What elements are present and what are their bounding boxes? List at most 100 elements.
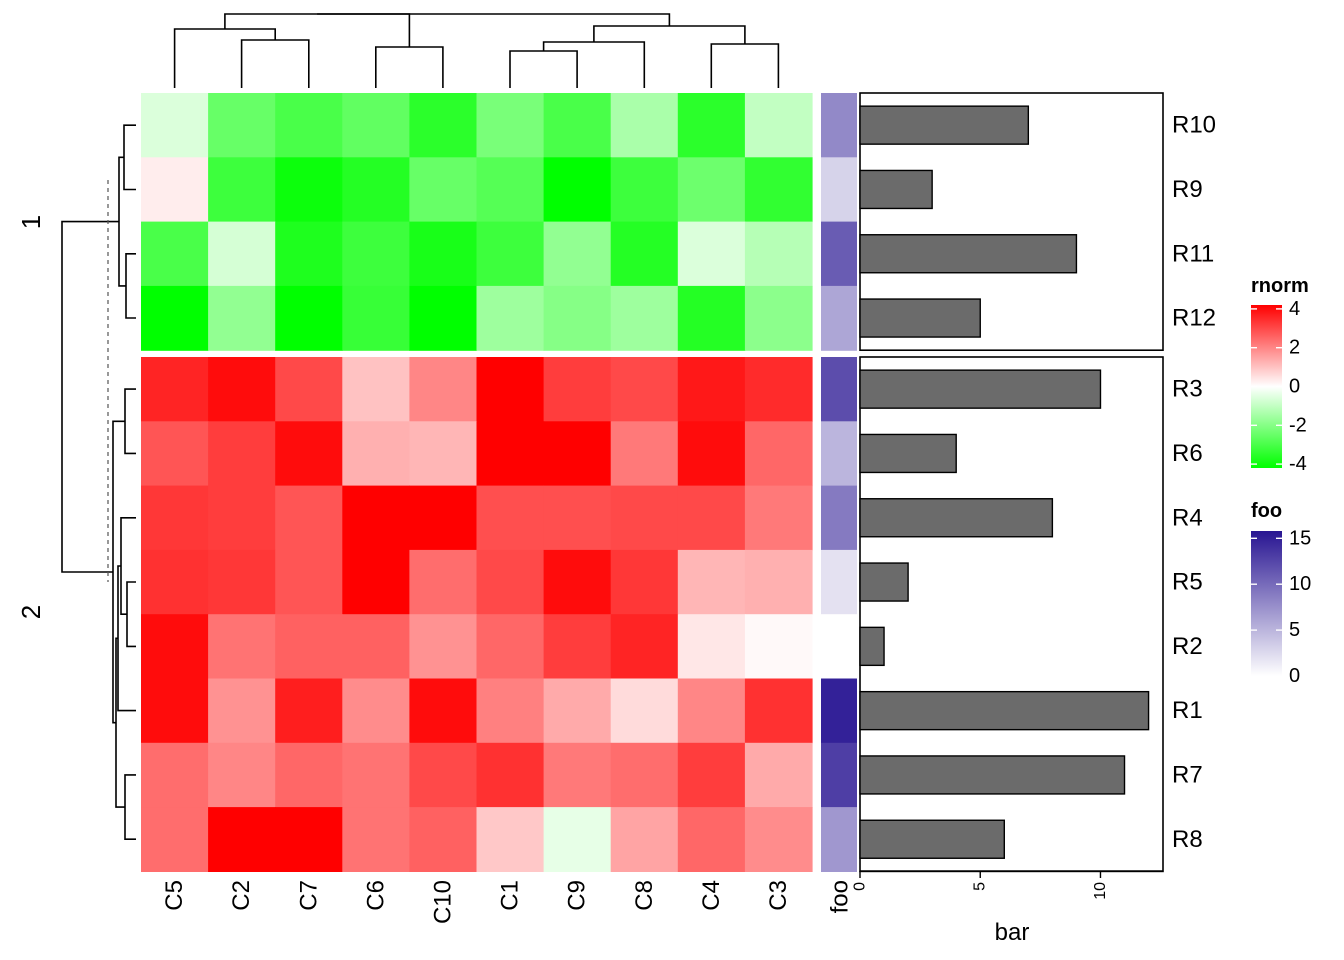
row-label: R5 — [1172, 569, 1203, 596]
heatmap-cell — [342, 742, 410, 808]
heatmap-cell — [543, 742, 612, 808]
heatmap-cell — [208, 614, 276, 680]
column-label: C3 — [765, 880, 792, 911]
row-label: R11 — [1172, 240, 1214, 267]
foo-cell — [821, 285, 857, 351]
row-labels: R10 R9 R11 R12 R3 R6 R4 R5 R2 R1 R7 R8 — [1172, 112, 1216, 853]
row-label: R7 — [1172, 761, 1203, 788]
heatmap-cell — [476, 549, 545, 615]
heatmap-cell — [476, 285, 545, 351]
bar-mark — [859, 690, 1150, 731]
heatmap-cell — [543, 614, 612, 680]
heatmap-cell — [141, 485, 209, 551]
heatmap-cell — [543, 93, 612, 158]
heatmap-cell — [610, 485, 679, 551]
legend-tick-label: 0 — [1289, 376, 1300, 398]
heatmap-cell — [141, 614, 209, 680]
heatmap-cell — [409, 221, 478, 287]
heatmap-cell — [476, 93, 545, 158]
legend-tick-label: -2 — [1289, 414, 1307, 436]
dendrogram-branch — [61, 220, 119, 573]
dendrogram-branch — [224, 13, 411, 47]
heatmap-cell — [275, 485, 343, 551]
heatmap-cell — [275, 285, 343, 351]
heatmap-cell — [610, 285, 679, 351]
column-label: C7 — [295, 880, 322, 911]
dendrogram-branch — [710, 43, 780, 88]
legend-colorbar — [1251, 531, 1282, 676]
row-label: R2 — [1172, 633, 1203, 660]
heatmap-cell — [409, 678, 478, 744]
heatmap-cell — [677, 485, 746, 551]
bar-mark — [859, 369, 1102, 409]
heatmap-cell — [744, 421, 813, 487]
heatmap-cell — [409, 421, 478, 487]
heatmap-cell — [141, 157, 209, 223]
heatmap-cell — [610, 549, 679, 615]
dendrogram-branch — [173, 28, 276, 88]
heatmap-cell — [141, 807, 209, 872]
heatmap-cell — [543, 221, 612, 287]
column-label: C9 — [564, 880, 591, 911]
heatmap-cell — [141, 93, 209, 158]
heatmap-cell — [342, 357, 410, 422]
heatmap-cell — [208, 485, 276, 551]
heatmap-cell — [275, 421, 343, 487]
heatmap-cell — [610, 357, 679, 422]
legend-tick-label: 2 — [1289, 337, 1300, 359]
heatmap-cell — [275, 357, 343, 422]
heatmap-cell — [476, 221, 545, 287]
heatmap-cell — [610, 157, 679, 223]
column-label: C8 — [631, 880, 658, 911]
heatmap-cell — [275, 93, 343, 158]
heatmap-cell — [141, 678, 209, 744]
heatmap-cell — [476, 678, 545, 744]
heatmap-cell — [744, 157, 813, 223]
heatmap-cell — [275, 157, 343, 223]
row-label: R1 — [1172, 697, 1203, 724]
dendrogram-branch — [118, 156, 126, 287]
heatmap-cell — [744, 614, 813, 680]
legend-title: foo — [1251, 500, 1282, 522]
row-label: R8 — [1172, 826, 1203, 853]
bar-mark — [859, 755, 1126, 795]
bar-axis-tick-label: 10 — [1092, 882, 1109, 900]
heatmap-cell — [342, 549, 410, 615]
column-label: C5 — [161, 880, 188, 911]
row-label: R6 — [1172, 440, 1203, 467]
heatmap-cell — [543, 157, 612, 223]
heatmap-cell — [543, 285, 612, 351]
legend-tick-label: -4 — [1289, 453, 1307, 475]
heatmap-cell — [342, 93, 410, 158]
bar-mark — [859, 562, 909, 602]
heatmap-cell — [208, 357, 276, 422]
heatmap-cell — [610, 221, 679, 287]
bar-mark — [859, 626, 885, 667]
heatmap-cell — [476, 807, 545, 872]
split-label-2: 2 — [16, 605, 46, 619]
heatmap-cell — [208, 221, 276, 287]
heatmap-cell — [476, 357, 545, 422]
heatmap-cell — [409, 93, 478, 158]
foo-cell — [821, 93, 857, 158]
heatmap-cell — [141, 285, 209, 351]
heatmap-cell — [677, 614, 746, 680]
heatmap-cell — [677, 285, 746, 351]
heatmap-cell — [409, 285, 478, 351]
row-label: R4 — [1172, 504, 1203, 531]
heatmap-cell — [610, 807, 679, 872]
legend-tick-label: 10 — [1289, 573, 1311, 595]
column-labels: C5 C2 C7 C6 C10 C1 C9 C8 C4 C3 — [161, 880, 792, 924]
heatmap-cell — [610, 93, 679, 158]
bar-annotation — [859, 92, 1164, 873]
column-dendrogram — [173, 13, 780, 88]
heatmap-cell — [543, 421, 612, 487]
split-label-1: 1 — [16, 215, 46, 229]
heatmap-cell — [409, 614, 478, 680]
heatmap-cell — [342, 807, 410, 872]
heatmap-cell — [275, 807, 343, 872]
heatmap-cell — [744, 678, 813, 744]
heatmap-cell — [275, 678, 343, 744]
foo-cell — [821, 807, 857, 872]
bar-mark — [859, 298, 981, 338]
